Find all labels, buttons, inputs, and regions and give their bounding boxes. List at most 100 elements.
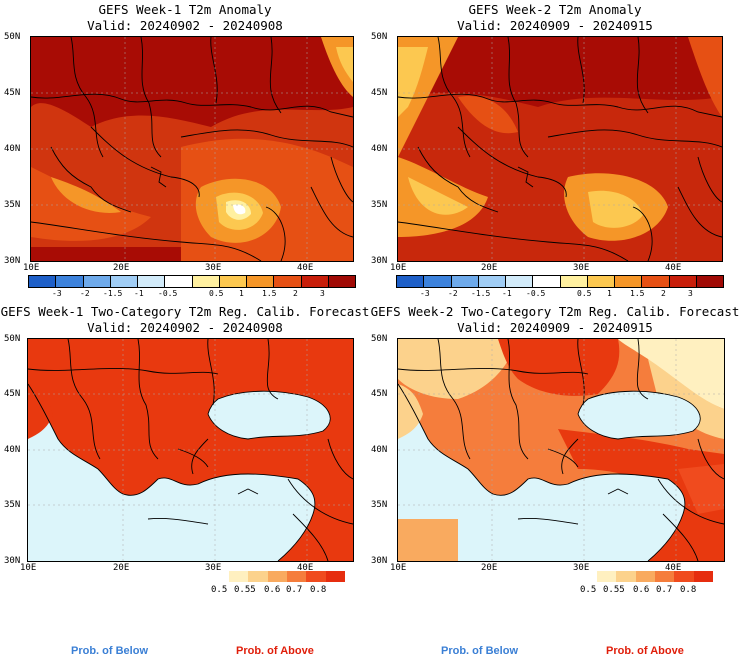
colorbar-label: -2	[80, 289, 90, 298]
panel-title: GEFS Week-2 Two-Category T2m Reg. Calib.…	[370, 304, 740, 319]
probability-colorbar	[597, 571, 713, 582]
panel-valid-dates: Valid: 20240909 - 20240915	[457, 320, 653, 335]
colorbar-label: -1	[134, 289, 144, 298]
colorbar-label: 1	[607, 289, 612, 298]
colorbar-swatch	[669, 276, 697, 287]
colorbar-swatch	[274, 276, 302, 287]
lon-label-30e: 30E	[573, 563, 590, 573]
colorbar-label: 0.5	[577, 289, 592, 298]
lat-label-35n: 35N	[4, 200, 21, 210]
colorbar-swatch	[397, 276, 425, 287]
lon-label-10e: 10E	[390, 563, 407, 573]
lat-label-30n: 30N	[371, 256, 388, 266]
panel-title: GEFS Week-2 T2m Anomaly	[468, 2, 642, 17]
colorbar-label: 1	[239, 289, 244, 298]
probability-colorbar	[229, 571, 345, 582]
colorbar-swatch	[301, 276, 329, 287]
lon-label-10e: 10E	[23, 263, 40, 273]
colorbar-swatch	[674, 571, 694, 582]
map-week2-anomaly	[397, 36, 723, 262]
colorbar-label: 3	[688, 289, 693, 298]
lat-label-35n: 35N	[4, 500, 21, 510]
panel-valid-dates: Valid: 20240909 - 20240915	[457, 18, 653, 33]
colorbar-label: -1.5	[103, 289, 123, 298]
colorbar-swatch	[533, 276, 561, 287]
colorbar-swatch	[597, 571, 617, 582]
colorbar-label: 0.6	[264, 585, 281, 595]
prob-of-above-label: Prob. of Above	[236, 645, 314, 657]
colorbar-swatch	[229, 571, 249, 582]
lon-label-30e: 30E	[205, 263, 222, 273]
lon-label-40e: 40E	[297, 563, 314, 573]
colorbar-swatch	[654, 571, 675, 582]
lat-label-45n: 45N	[4, 389, 21, 399]
lat-label-50n: 50N	[4, 32, 21, 42]
panel-title: GEFS Week-1 Two-Category T2m Reg. Calib.…	[0, 304, 370, 319]
prob-of-above-label: Prob. of Above	[606, 645, 684, 657]
lon-label-40e: 40E	[665, 563, 682, 573]
colorbar-swatch	[615, 276, 643, 287]
colorbar-swatch	[165, 276, 193, 287]
lat-label-45n: 45N	[371, 389, 388, 399]
colorbar-swatch	[219, 276, 247, 287]
lat-label-40n: 40N	[371, 445, 388, 455]
colorbar-label: 0.8	[310, 585, 327, 595]
colorbar-label: -3	[420, 289, 430, 298]
colorbar-swatch	[267, 571, 287, 582]
lon-label-20e: 20E	[481, 563, 498, 573]
colorbar-swatch	[110, 276, 138, 287]
lon-label-30e: 30E	[205, 563, 222, 573]
colorbar-label: 0.5	[580, 585, 597, 595]
colorbar-swatch	[29, 276, 57, 287]
lon-label-30e: 30E	[573, 263, 590, 273]
colorbar-swatch	[424, 276, 452, 287]
colorbar-label: -0.5	[158, 289, 178, 298]
colorbar-label: 2	[293, 289, 298, 298]
colorbar-swatch	[138, 276, 166, 287]
colorbar-swatch	[325, 571, 345, 582]
colorbar-swatch	[478, 276, 506, 287]
lat-label-50n: 50N	[371, 334, 388, 344]
lat-label-35n: 35N	[371, 200, 388, 210]
panel-title: GEFS Week-1 T2m Anomaly	[98, 2, 272, 17]
map-week1-probability	[27, 338, 354, 562]
lon-label-10e: 10E	[390, 263, 407, 273]
colorbar-swatch	[247, 276, 275, 287]
lon-label-40e: 40E	[297, 263, 314, 273]
colorbar-swatch	[451, 276, 479, 287]
lon-label-40e: 40E	[665, 263, 682, 273]
map-week1-anomaly	[30, 36, 354, 262]
colorbar-label: 0.7	[656, 585, 673, 595]
lat-label-30n: 30N	[4, 556, 21, 566]
colorbar-swatch	[642, 276, 670, 287]
colorbar-label: -1	[502, 289, 512, 298]
colorbar-label: 3	[320, 289, 325, 298]
colorbar-swatch	[83, 276, 111, 287]
colorbar-label: -1.5	[471, 289, 491, 298]
colorbar-swatch	[635, 571, 655, 582]
anomaly-colorbar	[396, 275, 724, 288]
colorbar-label: 0.5	[209, 289, 224, 298]
colorbar-swatch	[328, 276, 355, 287]
lat-label-50n: 50N	[4, 334, 21, 344]
lat-label-35n: 35N	[371, 500, 388, 510]
colorbar-label: 0.55	[603, 585, 625, 595]
map-week2-probability	[397, 338, 725, 562]
colorbar-swatch	[560, 276, 588, 287]
prob-of-below-label: Prob. of Below	[71, 645, 148, 657]
lat-label-40n: 40N	[371, 144, 388, 154]
lat-label-45n: 45N	[371, 88, 388, 98]
colorbar-label: 2	[661, 289, 666, 298]
lat-label-50n: 50N	[371, 32, 388, 42]
lon-label-10e: 10E	[20, 563, 37, 573]
colorbar-swatch	[506, 276, 534, 287]
prob-of-below-label: Prob. of Below	[441, 645, 518, 657]
colorbar-label: 1.5	[630, 289, 645, 298]
panel-valid-dates: Valid: 20240902 - 20240908	[87, 320, 283, 335]
colorbar-swatch	[56, 276, 84, 287]
colorbar-label: 0.55	[234, 585, 256, 595]
colorbar-swatch	[248, 571, 268, 582]
lat-label-40n: 40N	[4, 445, 21, 455]
colorbar-label: -0.5	[526, 289, 546, 298]
colorbar-swatch	[693, 571, 713, 582]
